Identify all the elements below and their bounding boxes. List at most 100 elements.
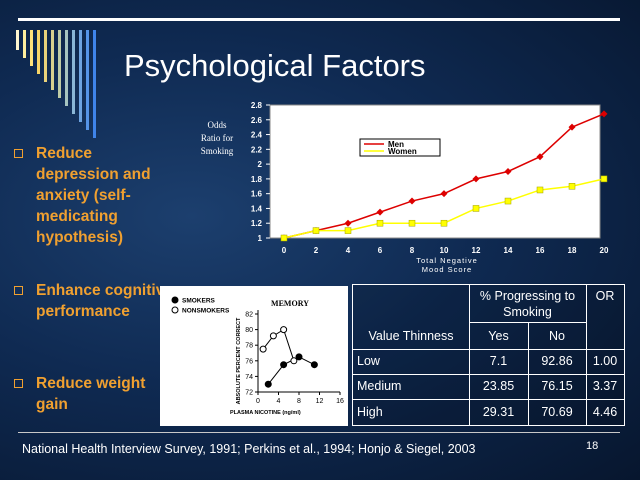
memory-chart: MEMORY 72 74 76 78 80 82 0 4 8 12 16 PLASMA NICOTINE… [171,296,344,416]
bullet-text: Reduce weight gain [36,375,146,413]
data-point-women [568,183,576,190]
x-tick-label: 12 [316,398,324,405]
y-tick-label: 1.6 [251,190,263,199]
data-point-women [440,219,448,227]
stripe [51,30,54,90]
x-tick-label: 8 [410,246,415,255]
table-subheader-yes: Yes [488,329,509,343]
data-point-women [312,227,320,234]
stripe [58,30,61,98]
x-tick-label: 4 [346,246,351,255]
memory-point-smokers [280,361,288,369]
memory-chart-panel: MEMORY 72 74 76 78 80 82 0 4 8 12 16 PLASMA NICOTINE… [160,286,348,426]
data-point-men [568,123,576,131]
legend-marker [171,296,179,304]
data-point-women [536,186,544,194]
page-number: 18 [586,440,599,452]
smoking-progress-table: % Progressing to Smoking OR Value Thinne… [352,284,625,426]
y-tick-label: 82 [245,312,253,319]
stripe [44,30,47,82]
x-tick-label: 4 [277,398,281,405]
bottom-rule [18,432,620,433]
memory-point-nonsmokers [290,357,298,365]
table-row-label: Low [357,354,380,368]
chart-title: MEMORY [271,299,309,308]
data-point-women [344,227,352,234]
bullet-text: Reduce depression and anxiety (self-medi… [36,145,151,246]
data-point-men [504,168,512,175]
data-point-women [280,234,288,242]
y-tick-label: 76 [245,358,253,365]
table-cell: 4.46 [592,405,618,419]
y-tick-label: 1.8 [251,175,263,184]
x-tick-label: 18 [568,246,577,255]
table-row-label: High [357,405,383,419]
data-point-women [472,205,480,212]
data-point-women [376,219,384,227]
data-point-men [600,110,608,118]
plot-area [269,104,601,239]
y-tick-label: 2.2 [251,145,263,154]
table-cell: 1.00 [592,354,618,368]
y-tick-label: 1.2 [251,219,263,228]
memory-line-nonsmokers [262,328,295,361]
y-axis-label: ABSOLUTE PERCENT CORRECT [236,317,242,404]
y-axis-label: Odds Ratio for Smoking [201,120,234,156]
x-axis-label: Total Negative Mood Score [416,256,478,274]
citation-footer: National Health Interview Survey, 1991; … [22,442,476,456]
stripe [86,30,89,130]
table-row-label: Medium [357,379,402,393]
table-row-header: Value Thinness [368,329,454,343]
top-rule [18,18,620,21]
legend-label: Women [388,147,417,156]
data-point-men [536,153,544,161]
bullet-text: Enhance cognitive performance [36,282,173,320]
x-tick-label: 16 [536,246,545,255]
x-tick-label: 0 [256,398,260,405]
data-point-men [344,219,352,227]
stripe [37,30,40,74]
memory-point-nonsmokers [259,345,267,353]
data-point-men [440,190,448,198]
square-bullet-icon [14,149,23,158]
stripe [72,30,75,114]
table-header-or: OR [595,289,615,303]
memory-point-smokers [264,380,272,388]
x-tick-label: 6 [378,246,383,255]
table-header-group: % Progressing to Smoking [479,289,576,319]
data-point-women [504,197,512,205]
square-bullet-icon [14,379,23,388]
table-cell: 23.85 [482,379,515,393]
y-tick-label: 1.4 [251,204,263,213]
x-tick-label: 16 [336,398,344,405]
stripe [93,30,96,138]
table-cell: 70.69 [541,405,573,419]
table-cell: 7.1 [489,354,508,368]
x-tick-label: 12 [472,246,481,255]
x-tick-label: 2 [314,246,319,255]
x-tick-label: 0 [282,246,287,255]
table-cell: 76.15 [541,379,573,393]
data-point-men [376,208,384,216]
memory-point-smokers [295,353,303,361]
table-cell: 3.37 [592,379,618,393]
data-point-women [408,219,416,227]
stripe [30,30,33,66]
y-tick-label: 1 [258,234,263,243]
legend-label: SMOKERS [182,298,216,305]
table-cell: 29.31 [482,405,515,419]
x-tick-label: 20 [600,246,609,255]
x-tick-label: 10 [440,246,449,255]
data-point-women [600,175,608,183]
table-subheader-no: No [549,329,565,343]
stripe [16,30,19,50]
x-axis-label: PLASMA NICOTINE (ng/ml) [230,410,301,416]
odds-ratio-chart: 1 1.2 1.4 1.6 1.8 2 2.2 2.4 2.6 2.8 0 2 4 6 8 10 12 14 16 1… [201,101,609,274]
square-bullet-icon [14,286,23,295]
y-tick-label: 74 [245,374,253,381]
y-tick-label: 2.8 [251,101,263,110]
legend-marker [171,306,179,314]
y-tick-label: 72 [245,390,253,397]
y-tick-label: 2.4 [251,131,263,140]
slide-title: Psychological Factors [124,48,426,83]
